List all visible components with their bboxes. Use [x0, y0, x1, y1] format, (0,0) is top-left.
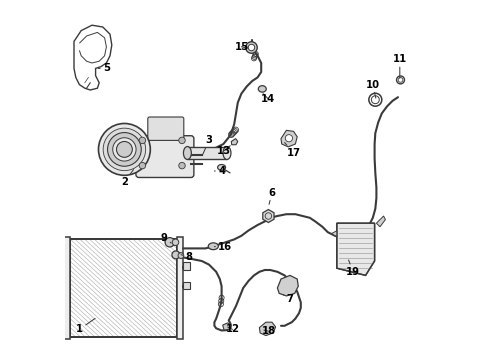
- Bar: [187, 147, 227, 159]
- Circle shape: [248, 44, 255, 51]
- Circle shape: [98, 123, 150, 175]
- Bar: [64, 237, 71, 339]
- Polygon shape: [71, 239, 176, 337]
- Ellipse shape: [258, 86, 266, 92]
- Circle shape: [178, 253, 184, 258]
- Text: 7: 7: [283, 294, 294, 304]
- Text: 8: 8: [181, 252, 193, 262]
- Bar: [183, 262, 190, 270]
- Circle shape: [245, 42, 257, 53]
- Text: 14: 14: [261, 94, 275, 104]
- Text: 17: 17: [285, 143, 300, 158]
- Polygon shape: [263, 210, 274, 222]
- FancyBboxPatch shape: [148, 117, 184, 140]
- Text: 2: 2: [121, 170, 134, 187]
- Circle shape: [139, 137, 146, 144]
- Circle shape: [139, 162, 146, 169]
- Text: 4: 4: [215, 166, 225, 176]
- Circle shape: [179, 137, 185, 144]
- Polygon shape: [331, 231, 337, 237]
- Text: 10: 10: [366, 80, 380, 98]
- Circle shape: [117, 141, 132, 157]
- Polygon shape: [222, 323, 231, 330]
- Polygon shape: [259, 322, 275, 336]
- Bar: [176, 237, 183, 339]
- Ellipse shape: [183, 147, 192, 159]
- Polygon shape: [376, 216, 386, 227]
- Circle shape: [179, 162, 185, 169]
- Text: 5: 5: [98, 63, 110, 73]
- Ellipse shape: [223, 147, 231, 159]
- Circle shape: [113, 138, 136, 161]
- Text: 15: 15: [234, 42, 248, 52]
- Circle shape: [172, 239, 179, 246]
- Circle shape: [172, 251, 180, 259]
- Text: 12: 12: [225, 324, 240, 334]
- Text: 13: 13: [217, 146, 230, 156]
- Text: 16: 16: [215, 242, 232, 252]
- Text: 1: 1: [76, 318, 95, 334]
- Polygon shape: [281, 130, 297, 147]
- Circle shape: [285, 135, 293, 142]
- Ellipse shape: [218, 165, 225, 170]
- Bar: [183, 282, 190, 289]
- Ellipse shape: [208, 243, 219, 250]
- Polygon shape: [277, 275, 298, 296]
- Circle shape: [103, 128, 146, 171]
- Text: 9: 9: [161, 233, 171, 243]
- Circle shape: [165, 238, 174, 247]
- Text: 11: 11: [392, 54, 407, 78]
- Circle shape: [107, 132, 141, 166]
- Polygon shape: [337, 223, 374, 275]
- Text: 18: 18: [261, 326, 275, 336]
- Polygon shape: [231, 139, 238, 145]
- Text: 3: 3: [203, 135, 213, 154]
- FancyBboxPatch shape: [136, 136, 194, 177]
- Text: 19: 19: [346, 260, 360, 277]
- Text: 6: 6: [269, 188, 275, 204]
